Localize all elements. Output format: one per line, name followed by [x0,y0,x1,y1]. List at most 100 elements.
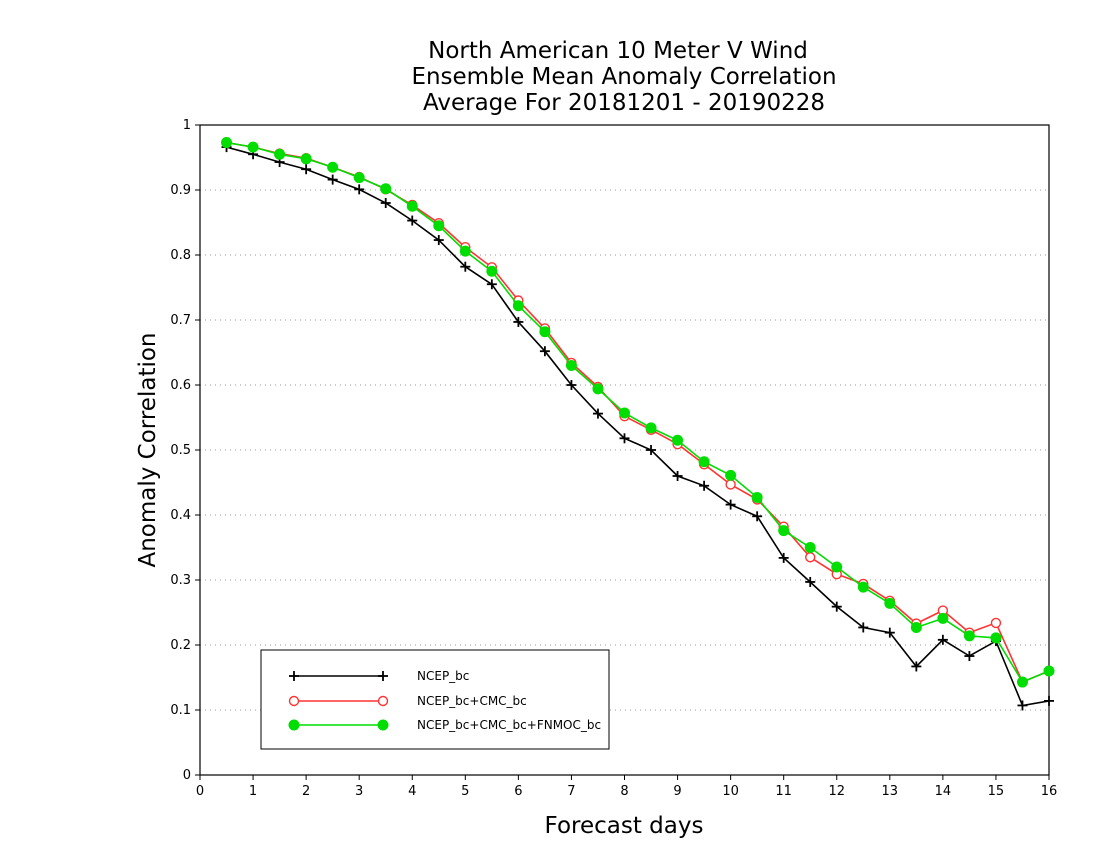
data-point-ncep-bc [646,445,657,455]
y-tick-label: 0.5 [170,443,191,458]
x-tick-label: 6 [514,784,522,799]
y-tick-label: 0.8 [170,248,191,263]
data-point-ncep-bc [1017,700,1028,711]
data-point-ncep-bc-cmc-bc-fnmoc-bc [751,491,763,503]
legend-item-ncep-bc: NCEP_bc [289,669,469,683]
legend-label: NCEP_bc+CMC_bc+FNMOC_bc [417,718,601,732]
data-point-ncep-bc-cmc-bc-fnmoc-bc [512,300,524,312]
y-tick-label: 0.4 [170,508,191,523]
data-point-ncep-bc [911,661,922,672]
data-point-ncep-bc [752,511,763,522]
data-point-ncep-bc-cmc-bc [725,479,736,490]
data-point-ncep-bc-cmc-bc-fnmoc-bc [592,383,604,395]
data-point-ncep-bc [937,634,948,645]
data-point-ncep-bc [619,433,630,444]
data-point-ncep-bc [805,576,816,587]
data-point-ncep-bc [460,261,471,272]
y-tick-label: 0.3 [170,573,191,588]
legend-label: NCEP_bc [417,669,469,683]
data-point-ncep-bc-cmc-bc-fnmoc-bc [274,148,286,160]
y-tick-label: 0.7 [170,313,191,328]
data-point-ncep-bc-cmc-bc-fnmoc-bc [406,200,418,212]
legend-marker [288,695,300,707]
series-ncep-bc [221,142,1054,711]
grid [200,189,1049,711]
data-point-ncep-bc [327,174,338,185]
data-point-ncep-bc-cmc-bc-fnmoc-bc [380,183,392,195]
legend-box [260,649,610,750]
data-point-ncep-bc [1044,695,1054,706]
data-point-ncep-bc [672,471,683,481]
data-point-ncep-bc-cmc-bc-fnmoc-bc [857,581,869,593]
legend-marker [378,671,388,681]
legend-label: NCEP_bc+CMC_bc [417,694,527,708]
data-point-ncep-bc [699,480,710,491]
data-point-ncep-bc-cmc-bc-fnmoc-bc [221,137,233,149]
data-point-ncep-bc-cmc-bc-fnmoc-bc [884,597,896,609]
data-point-ncep-bc-cmc-bc-fnmoc-bc [725,469,737,481]
x-tick-label: 9 [673,784,681,799]
data-point-ncep-bc [354,184,365,195]
data-point-ncep-bc-cmc-bc-fnmoc-bc [778,525,790,537]
data-point-ncep-bc-cmc-bc-fnmoc-bc [486,265,498,277]
data-point-ncep-bc-cmc-bc-fnmoc-bc [831,561,843,573]
legend-item-ncep-bc-cmc-bc: NCEP_bc+CMC_bc [288,694,527,708]
x-tick-label: 5 [461,784,469,799]
x-tick-label: 12 [828,784,845,799]
x-tick-label: 0 [196,784,204,799]
data-point-ncep-bc [778,552,789,563]
chart-title-line-1: North American 10 Meter V Wind [428,38,808,64]
data-point-ncep-bc [539,346,550,357]
data-point-ncep-bc-cmc-bc-fnmoc-bc [565,360,577,371]
legend-item-ncep-bc-cmc-bc-fnmoc-bc: NCEP_bc+CMC_bc+FNMOC_bc [288,718,601,732]
data-point-ncep-bc [858,622,869,633]
y-tick-label: 0 [183,768,191,783]
series-line-ncep-bc [226,146,1050,707]
data-point-ncep-bc-cmc-bc-fnmoc-bc [247,141,259,153]
series-ncep-bc-cmc-bc [221,137,1055,688]
chart-title: North American 10 Meter V Wind Ensemble … [411,38,836,116]
x-tick-label: 7 [567,784,575,799]
data-point-ncep-bc-cmc-bc-fnmoc-bc [459,245,471,257]
x-tick-label: 14 [935,784,952,799]
data-point-ncep-bc [592,408,603,419]
data-point-ncep-bc [964,651,975,662]
data-point-ncep-bc-cmc-bc-fnmoc-bc [698,456,710,468]
data-point-ncep-bc-cmc-bc-fnmoc-bc [672,434,684,446]
data-point-ncep-bc-cmc-bc-fnmoc-bc [910,621,922,633]
data-point-ncep-bc [301,164,312,175]
y-tick-label: 0.2 [170,638,191,653]
data-point-ncep-bc-cmc-bc-fnmoc-bc [327,161,339,173]
data-point-ncep-bc [884,627,895,638]
data-point-ncep-bc [566,380,577,390]
series-ncep-bc-cmc-bc-fnmoc-bc [221,137,1055,688]
x-tick-label: 8 [620,784,628,799]
data-point-ncep-bc-cmc-bc-fnmoc-bc [619,407,630,419]
data-point-ncep-bc [407,215,418,226]
data-point-ncep-bc-cmc-bc-fnmoc-bc [1016,676,1028,688]
series-layer [221,137,1055,711]
data-point-ncep-bc-cmc-bc-fnmoc-bc [353,172,365,184]
x-axis: 0 1 2 3 4 5 6 7 8 9 10 11 12 13 14 15 16 [196,775,1057,799]
chart-title-line-3: Average For 20181201 - 20190228 [423,90,825,116]
legend-marker [288,719,300,731]
x-tick-label: 2 [302,784,310,799]
y-tick-label: 0.6 [170,378,191,393]
legend: NCEP_bc NCEP_bc+CMC_bc NCEP_bc+CMC_bc+FNMO… [260,649,610,750]
legend-marker [377,695,389,707]
x-tick-label: 15 [988,784,1005,799]
y-tick-label: 1 [183,118,191,133]
x-tick-label: 4 [408,784,416,799]
y-tick-label: 0.1 [170,703,191,718]
series-line-ncep-bc-cmc-bc [226,141,1050,684]
data-point-ncep-bc-cmc-bc-fnmoc-bc [937,612,949,624]
data-point-ncep-bc-cmc-bc-fnmoc-bc [645,422,657,434]
x-axis-label: Forecast days [545,813,704,839]
data-point-ncep-bc-cmc-bc-fnmoc-bc [433,220,445,232]
x-tick-label: 13 [882,784,899,799]
data-point-ncep-bc-cmc-bc-fnmoc-bc [990,632,1002,644]
chart-title-line-2: Ensemble Mean Anomaly Correlation [411,64,836,90]
x-tick-label: 1 [249,784,257,799]
data-point-ncep-bc-cmc-bc [805,552,816,563]
